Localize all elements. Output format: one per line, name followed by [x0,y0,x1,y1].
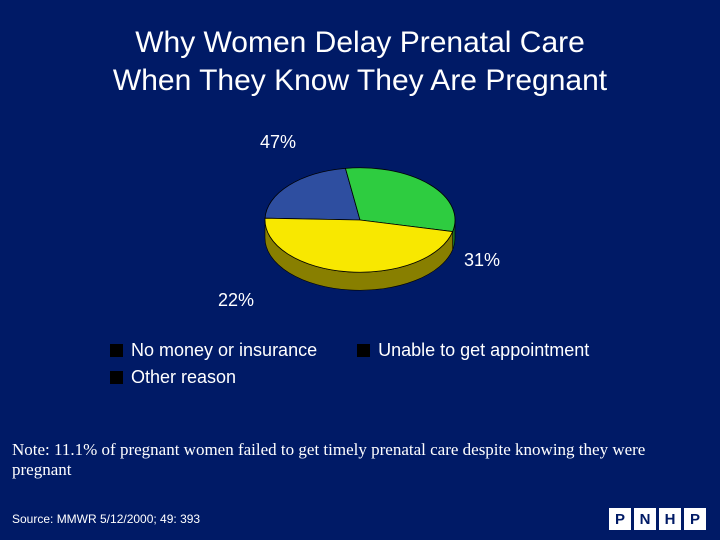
legend-marker-icon [357,344,370,357]
logo-tile: P [609,508,631,530]
slide: Why Women Delay Prenatal CareWhen They K… [0,0,720,540]
legend: No money or insurance Unable to get appoi… [110,340,630,388]
legend-label: Unable to get appointment [378,340,589,361]
logo-tile: N [634,508,656,530]
slide-title: Why Women Delay Prenatal CareWhen They K… [0,24,720,99]
pie-chart [260,155,460,285]
footnote: Note: 11.1% of pregnant women failed to … [12,440,708,481]
legend-label: Other reason [131,367,236,388]
legend-marker-icon [110,371,123,384]
pnhp-logo: PNHP [609,508,706,530]
source-citation: Source: MMWR 5/12/2000; 49: 393 [12,512,200,526]
legend-item: No money or insurance [110,340,317,361]
pie-percent-label: 22% [218,290,254,311]
pie-slice [265,168,360,220]
legend-item: Other reason [110,367,236,388]
legend-marker-icon [110,344,123,357]
pie-percent-label: 47% [260,132,296,153]
logo-tile: P [684,508,706,530]
legend-item: Unable to get appointment [357,340,589,361]
logo-tile: H [659,508,681,530]
pie-svg [260,155,460,315]
pie-percent-label: 31% [464,250,500,271]
legend-label: No money or insurance [131,340,317,361]
